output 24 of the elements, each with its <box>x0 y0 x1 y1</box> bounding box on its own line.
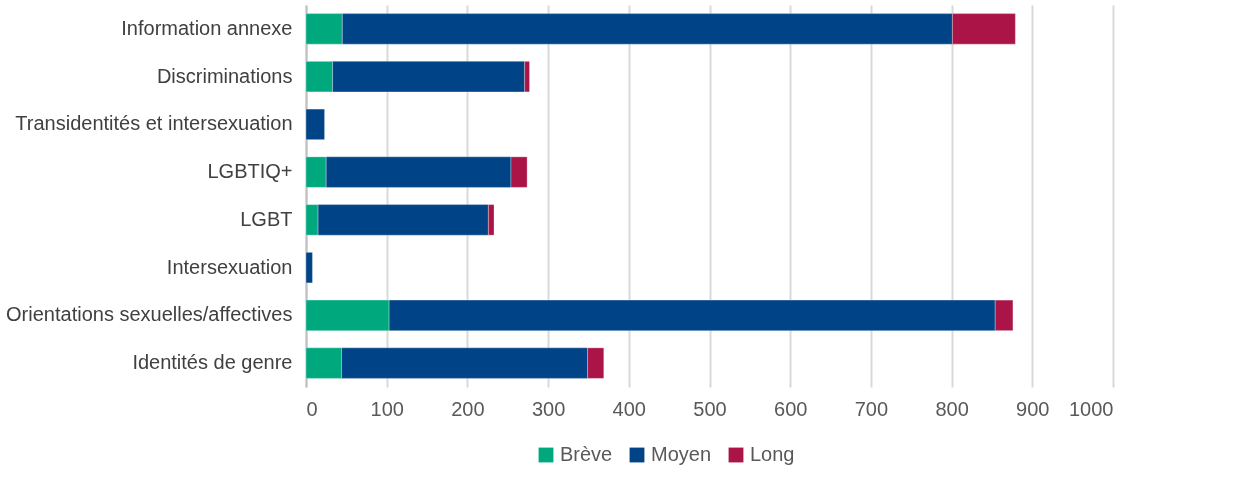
legend-label: Brève <box>560 443 613 465</box>
legend-label: Moyen <box>651 443 712 465</box>
y-tick-label: Discriminations <box>156 64 293 87</box>
y-tick-label: LGBTIQ+ <box>207 160 293 183</box>
x-tick-label: 900 <box>1016 397 1050 420</box>
x-tick-label: 800 <box>935 397 969 420</box>
x-tick-label: 300 <box>531 397 566 420</box>
x-tick-label: 600 <box>774 397 808 420</box>
x-tick-label: 400 <box>612 397 646 420</box>
y-tick-label: Orientations sexuelles/affectives <box>6 303 293 326</box>
y-tick-label: Transidentités et intersexuation <box>15 112 293 135</box>
y-tick-label: Information annexe <box>121 16 293 39</box>
x-tick-label: 0 <box>306 397 318 420</box>
x-tick-label: 200 <box>451 397 485 420</box>
x-tick-label: 100 <box>370 397 404 420</box>
y-tick-label: LGBT <box>240 207 293 230</box>
bar <box>305 252 313 284</box>
legend-label: Long <box>750 443 795 465</box>
x-tick-label: 500 <box>693 397 727 420</box>
y-tick-label: Identités de genre <box>132 351 293 374</box>
x-tick-label: 1000 <box>1069 397 1114 420</box>
y-tick-label: Intersexuation <box>166 255 293 278</box>
bar <box>305 108 325 140</box>
x-tick-label: 700 <box>854 397 889 420</box>
